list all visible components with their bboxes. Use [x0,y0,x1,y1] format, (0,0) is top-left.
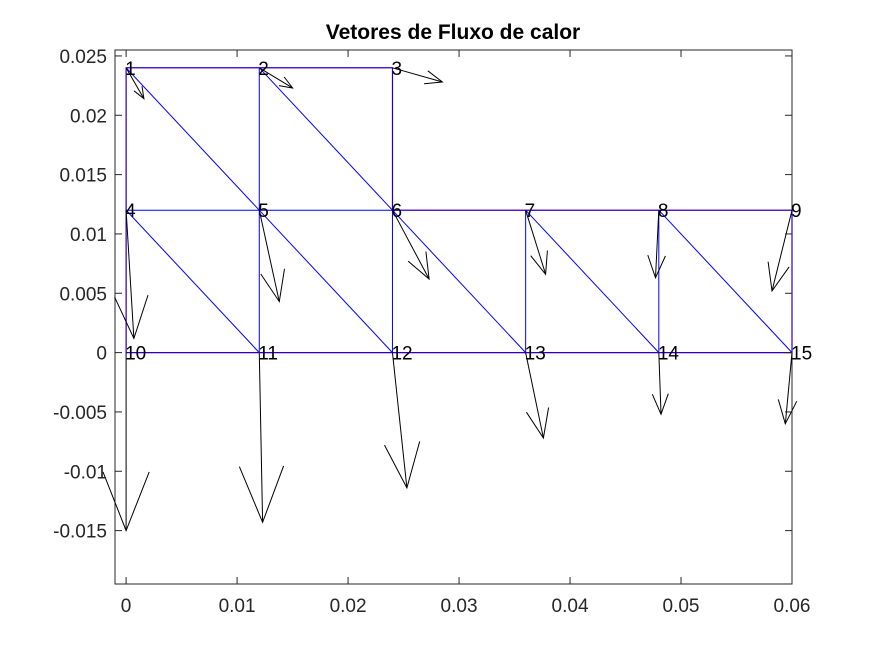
node-label: 6 [391,201,402,222]
node-label: 9 [791,201,802,222]
flux-arrow [651,352,669,416]
flux-arrow [647,210,666,280]
flux-arrow-head [278,76,294,89]
y-tick-label: -0.015 [53,522,107,543]
flux-arrow [114,210,149,340]
flux-arrow-shaft [654,210,660,278]
flux-arrow-shaft [392,67,443,83]
x-tick-label: 0.03 [441,596,478,617]
node-label: 7 [525,201,536,222]
flux-arrow-head [647,254,666,280]
x-tick-label: 0 [121,596,132,617]
flux-arrow-head [260,268,285,303]
flux-arrow-head [525,407,550,440]
node-label: 15 [791,344,812,365]
flux-arrow [384,352,421,490]
axes-box [114,49,793,585]
mesh-edge [125,67,260,211]
flux-arrow-head [384,441,421,490]
x-tick-label: 0.05 [663,596,700,617]
node-label: 13 [525,344,546,365]
flux-arrow-shaft [125,210,135,339]
flux-arrow-head [424,70,444,85]
mesh-edge [258,209,393,353]
x-tick-label: 0.01 [219,596,256,617]
flux-arrow-shaft [771,210,793,292]
flux-arrow-shaft [259,67,293,89]
flux-arrow [525,210,548,276]
node-label: 2 [258,59,269,80]
flux-arrow [258,210,285,303]
mesh-layer [125,67,793,354]
flux-arrow [767,210,793,293]
y-tick-label: 0.025 [59,47,107,68]
node-labels-layer: 1 2 34 5 6 7 8 910 11 12 13 14 15 [125,59,812,365]
node-label: 1 [125,59,136,80]
flux-arrow-head [114,294,149,340]
x-tick-label: 0.02 [330,596,367,617]
flux-arrow-head [133,86,145,100]
node-label: 12 [391,344,412,365]
flux-arrow-shaft [392,209,430,280]
flux-arrow-shaft [258,352,264,523]
node-label: 4 [125,201,136,222]
node-label: 11 [258,344,278,365]
y-tick-label: 0 [96,344,107,365]
node-label: 3 [391,59,402,80]
x-tick-label: 0.06 [774,596,811,617]
y-tick-label: 0.02 [70,106,107,127]
flux-arrow-shaft [658,352,662,415]
mesh-edge [658,209,793,353]
ticks-layer: 0 0.01 0.02 0.03 0.04 0.05 0.06 -0.015 -0.01 -0.0… [53,47,810,617]
flux-arrow-shaft [525,352,544,439]
mesh-edge [525,209,660,353]
flux-arrow-head [238,465,285,524]
flux-arrow-head [407,251,430,281]
chart-title: Vetores de Fluxo de calor [326,21,580,44]
mesh-edge [258,67,393,211]
flux-arrow-head [102,471,150,532]
node-label: 14 [658,344,680,365]
flux-arrow [102,352,150,532]
flux-arrow [392,67,444,85]
y-tick-label: -0.005 [53,403,107,424]
flux-arrow [259,67,294,89]
flux-arrow [392,209,430,281]
arrows-layer [102,67,798,532]
y-tick-label: 0.015 [59,166,107,187]
mesh-edge [392,209,527,353]
flux-arrow-head [777,399,798,426]
flux-arrow-shaft [525,210,547,275]
flux-arrow [525,352,550,440]
flux-arrow-shaft [258,210,280,302]
y-tick-label: 0.005 [59,284,107,305]
mesh-edge [125,209,260,353]
flux-arrow-head [530,250,548,276]
flux-arrow-head [767,261,790,293]
node-label: 10 [125,344,146,365]
flux-arrow-shaft [391,352,408,488]
flux-arrow [125,67,145,100]
flux-arrow-shaft [125,67,145,99]
y-tick-label: 0.01 [70,225,107,246]
flux-arrow [238,352,285,524]
x-tick-label: 0.04 [552,596,589,617]
y-tick-label: -0.01 [64,462,107,483]
node-label: 5 [258,201,269,222]
node-label: 8 [658,201,669,222]
flux-arrow-head [651,393,669,416]
